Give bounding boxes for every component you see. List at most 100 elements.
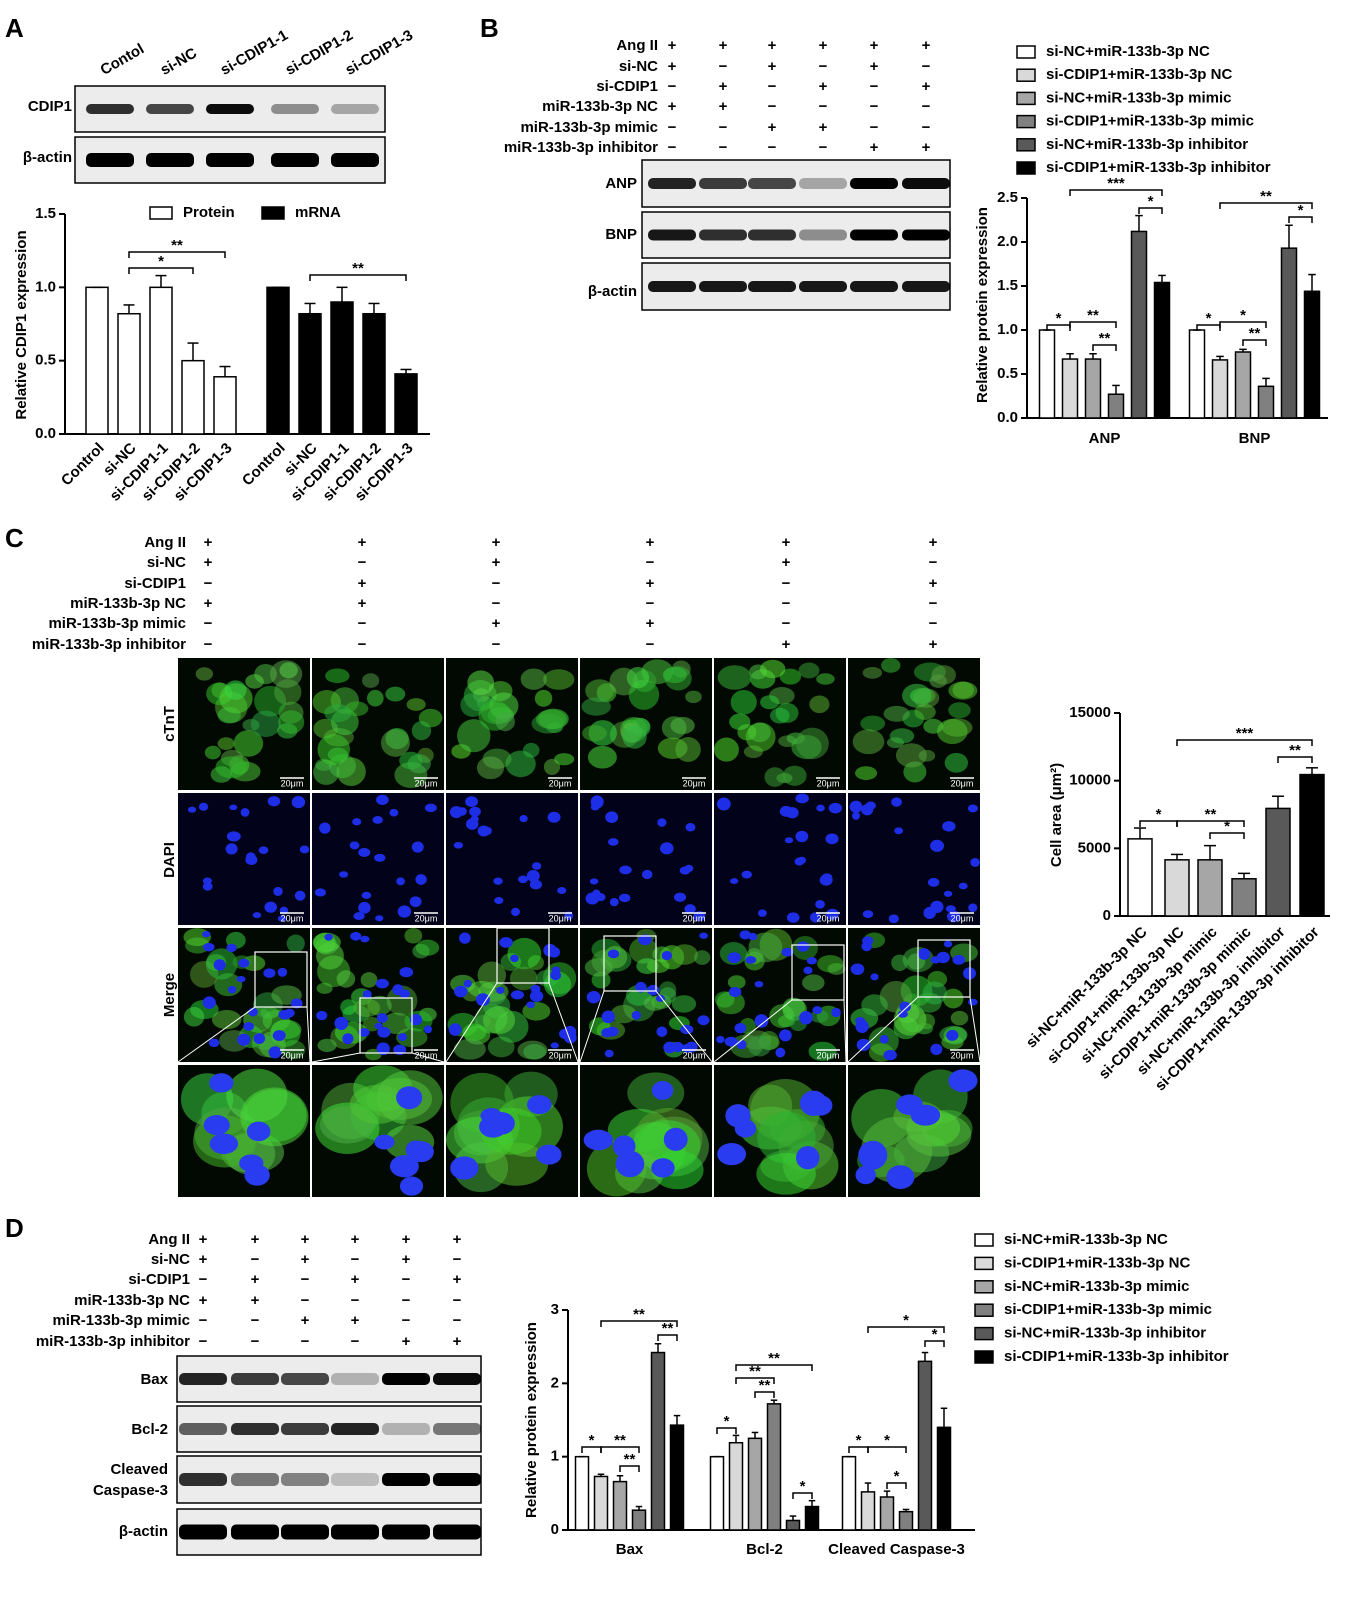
condition-sign: + [719,98,728,115]
cell-signal [629,937,658,964]
x-tick-label: Cleaved Caspase-3 [828,1541,965,1558]
condition-sign: − [768,98,777,115]
nucleus [375,915,384,922]
cell-signal [457,719,491,753]
nucleus [601,1028,613,1038]
nucleus [463,979,472,988]
nucleus [187,806,197,813]
cell-signal [936,718,968,745]
significance-label: * [894,1468,900,1485]
bar [879,1496,895,1531]
cell-signal [353,998,381,1018]
nucleus [226,831,241,842]
condition-sign: − [358,636,367,653]
blot-band [179,1423,227,1435]
blot-band [179,1473,227,1486]
significance-label: ** [624,1451,636,1468]
condition-sign: − [351,1251,360,1268]
significance-bracket [1092,344,1117,351]
nucleus [253,1033,266,1044]
cell-signal [737,724,757,741]
bar [593,1475,609,1531]
nucleus [450,1156,479,1180]
blot-band [179,1373,227,1385]
nucleus [547,811,561,823]
nucleus [559,1028,572,1040]
nucleus [855,1165,876,1185]
nucleus [358,1027,370,1037]
y-tick-label: 1.5 [35,205,56,222]
cell-signal [779,668,802,685]
scale-bar-label: 20μm [415,1050,438,1060]
bar [785,1519,801,1531]
nucleus [389,808,399,817]
nucleus [927,877,940,887]
condition-sign: + [492,534,501,551]
nucleus [716,1035,725,1044]
bar [1231,878,1257,917]
significance-label: ** [171,237,183,254]
zoom-box [603,935,657,992]
nucleus [396,1086,423,1110]
cell-signal [415,939,440,956]
nucleus [590,795,604,809]
nucleus [360,935,370,943]
panel-label: A [5,13,24,43]
condition-sign: + [819,37,828,54]
blot-band [331,1473,379,1486]
condition-label: si-CDIP1 [596,78,658,95]
condition-sign: − [719,119,728,136]
nucleus [651,1080,674,1100]
blot-band [433,1524,481,1540]
blot-band [231,1473,279,1486]
condition-sign: − [301,1333,310,1350]
nucleus [342,1033,354,1045]
nucleus [244,1164,270,1186]
significance-bracket [886,1482,907,1489]
significance-label: * [1224,818,1230,835]
nucleus [227,985,237,994]
nucleus [530,984,541,994]
blot-band [281,1524,329,1540]
cell-signal [931,665,956,685]
cell-signal [795,727,829,760]
nucleus [511,907,520,917]
blot-band [648,178,696,189]
cell-signal [730,689,757,715]
legend-swatch [974,1280,994,1294]
condition-sign: − [646,636,655,653]
nucleus [930,956,941,964]
blot-band [382,1524,430,1540]
nucleus [952,954,966,965]
condition-sign: − [819,58,828,75]
blot-band [206,153,254,167]
nucleus [487,1111,515,1135]
bar [1280,247,1298,419]
scale-bar-label: 20μm [683,1050,706,1060]
blot-band [902,178,950,189]
nucleus [604,1049,614,1058]
blot-band [382,1423,430,1435]
condition-sign: + [929,534,938,551]
cell-signal [948,702,971,719]
y-tick-label: 2.0 [997,233,1018,250]
condition-sign: − [199,1271,208,1288]
condition-sign: + [646,575,655,592]
nucleus [526,870,540,882]
significance-bracket [867,1446,907,1453]
blot-band [850,229,898,241]
nucleus [815,900,825,909]
bar [1257,385,1275,419]
scale-bar-label: 20μm [683,913,706,923]
zoom-box [496,927,550,984]
blot-label: β-actin [588,283,637,300]
condition-sign: + [358,595,367,612]
cell-signal [406,698,426,711]
cell-signal [584,958,613,977]
scale-bar-label: 20μm [951,913,974,923]
nucleus [583,1129,613,1151]
nucleus [409,1014,423,1026]
condition-sign: − [358,615,367,632]
condition-sign: + [768,37,777,54]
cell-signal [495,712,515,732]
